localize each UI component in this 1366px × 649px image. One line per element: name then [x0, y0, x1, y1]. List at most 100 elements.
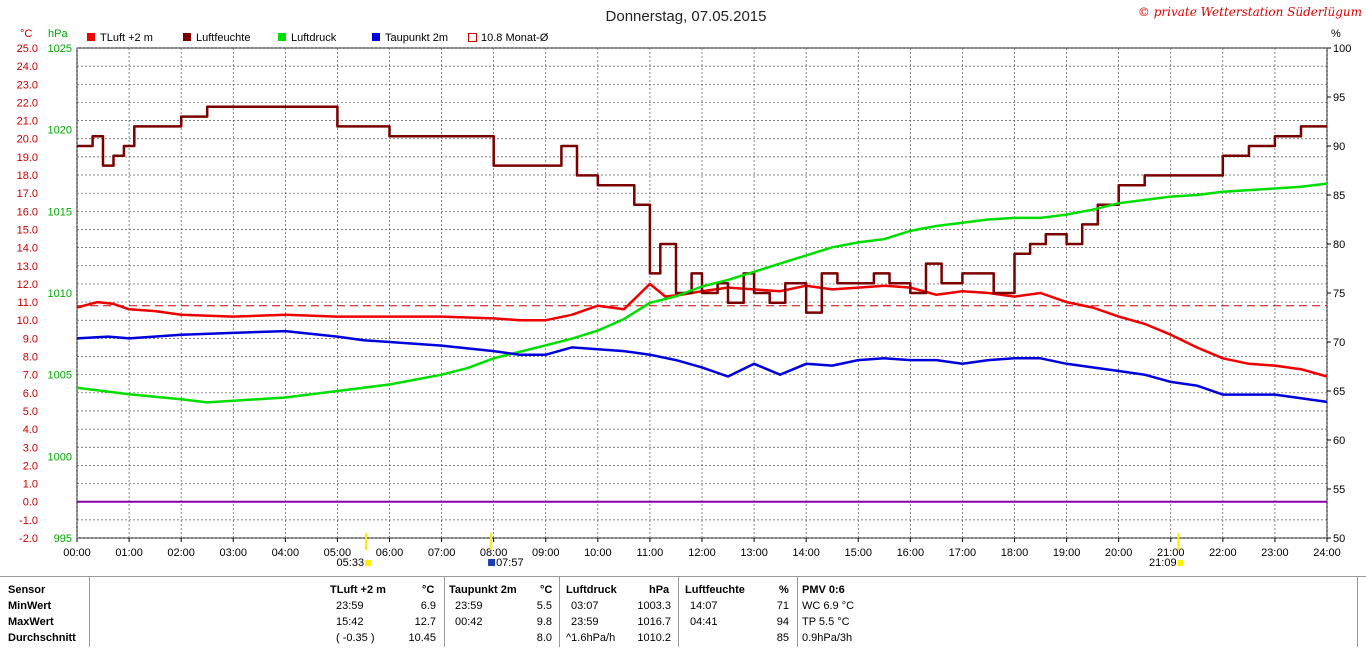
- x-tick-label: 05:00: [324, 547, 352, 559]
- sunrise-sun-icon: [365, 560, 372, 566]
- temp-tick-label: 17.0: [17, 188, 38, 200]
- temp-tick-label: 1.0: [23, 479, 38, 491]
- table-header-press: Luftdruck: [566, 584, 617, 596]
- table-cell: 1010.2: [637, 632, 671, 644]
- temp-tick-label: 25.0: [17, 43, 38, 55]
- table-cell: 14:07: [690, 600, 718, 612]
- x-tick-label: 16:00: [897, 547, 925, 559]
- legend-label-monthly: 10.8 Monat-Ø: [481, 32, 549, 44]
- temp-tick-label: 13.0: [17, 261, 38, 273]
- humidity-tick-label: 90: [1333, 141, 1345, 153]
- table-cell: ^1.6hPa/h: [566, 632, 616, 644]
- marker-label: 07:57: [496, 557, 524, 569]
- temp-tick-label: 21.0: [17, 116, 38, 128]
- table-divider: [559, 577, 560, 647]
- table-row-label: Durchschnitt: [8, 632, 76, 644]
- series-lines: [76, 105, 1328, 503]
- table-cell: 71: [776, 600, 789, 612]
- humidity-tick-label: 50: [1333, 533, 1345, 545]
- legend-swatch-humidity: [183, 33, 191, 41]
- table-header-sensor: Sensor: [8, 584, 46, 596]
- table-divider: [444, 577, 445, 647]
- legend-label-temp: TLuft +2 m: [100, 32, 153, 44]
- temp-tick-label: 14.0: [17, 243, 38, 255]
- humidity-unit-label: %: [1331, 28, 1341, 40]
- table-divider: [797, 577, 798, 647]
- table-top-border: [0, 576, 1366, 577]
- temp-tick-label: 11.0: [17, 297, 38, 309]
- sunrise-label: 05:33: [337, 557, 365, 569]
- pressure-tick-label: 995: [54, 533, 72, 545]
- legend-swatch-dewpoint: [372, 33, 380, 41]
- pressure-tick-label: 1015: [48, 206, 72, 218]
- temp-tick-label: 4.0: [23, 424, 38, 436]
- legend-swatch-pressure: [278, 33, 286, 41]
- legend-swatch-temp: [87, 33, 95, 41]
- pressure-tick-label: 1005: [48, 370, 72, 382]
- temp-tick-label: 8.0: [23, 352, 38, 364]
- temp-tick-label: 20.0: [17, 134, 38, 146]
- table-cell: 10.45: [408, 632, 436, 644]
- table-cell: 1003.3: [637, 600, 671, 612]
- table-cell: 15:42: [336, 616, 364, 628]
- table-cell: 12.7: [414, 616, 436, 628]
- weather-chart: 00:00 01:00 02:00 03:00 04:00 05:00 06:00 07:00…: [17, 5, 1362, 569]
- x-tick-label: 04:00: [272, 547, 300, 559]
- x-tick-label: 24:00: [1313, 547, 1341, 559]
- legend-label-humidity: Luftfeuchte: [196, 32, 250, 44]
- table-cell: 0.9hPa/3h: [802, 632, 853, 644]
- x-tick-label: 17:00: [949, 547, 977, 559]
- table-header-hum-unit: %: [779, 584, 789, 596]
- table-cell: 94: [776, 616, 789, 628]
- pressure-tick-label: 1025: [48, 43, 72, 55]
- table-header-press-unit: hPa: [649, 584, 670, 596]
- table-divider: [89, 577, 90, 647]
- table-cell: 5.5: [536, 600, 552, 612]
- temp-unit-label: °C: [20, 28, 32, 40]
- temp-tick-label: 16.0: [17, 206, 38, 218]
- temp-tick-label: 7.0: [23, 370, 38, 382]
- humidity-tick-label: 80: [1333, 239, 1345, 251]
- sunset-label: 21:09: [1149, 557, 1177, 569]
- table-row-label: MaxWert: [8, 616, 54, 628]
- x-tick-label: 10:00: [584, 547, 612, 559]
- temp-tick-label: 5.0: [23, 406, 38, 418]
- x-tick-label: 19:00: [1053, 547, 1081, 559]
- temp-tick-label: 10.0: [17, 315, 38, 327]
- humidity-tick-label: 100: [1333, 43, 1351, 55]
- x-tick-label: 09:00: [532, 547, 560, 559]
- x-tick-label: 00:00: [63, 547, 91, 559]
- table-header-dew: Taupunkt 2m: [449, 584, 517, 596]
- temp-tick-label: 24.0: [17, 61, 38, 73]
- table-cell: 1016.7: [637, 616, 671, 628]
- pressure-unit-label: hPa: [48, 28, 68, 40]
- humidity-tick-label: 85: [1333, 190, 1345, 202]
- temp-tick-label: 0.0: [23, 497, 38, 509]
- table-header-temp-unit: °C: [422, 584, 435, 596]
- temp-tick-label: 19.0: [17, 152, 38, 164]
- x-tick-label: 23:00: [1261, 547, 1289, 559]
- sunset-sun-icon: [1177, 560, 1184, 566]
- temp-tick-label: 9.0: [23, 333, 38, 345]
- legend-swatch-monthly: [468, 33, 477, 42]
- credit-label: © private Wetterstation Süderlügum: [1138, 5, 1362, 19]
- table-cell: TP 5.5 °C: [802, 616, 850, 628]
- x-tick-label: 14:00: [792, 547, 820, 559]
- table-cell: 23:59: [336, 600, 364, 612]
- table-header-dew-unit: °C: [540, 584, 553, 596]
- temp-tick-label: -2.0: [19, 533, 38, 545]
- temp-tick-label: 18.0: [17, 170, 38, 182]
- marker-icon: [488, 559, 496, 566]
- pressure-tick-label: 1000: [48, 451, 72, 463]
- sun-markers: 05:33 21:09 07:57: [337, 533, 1184, 569]
- humidity-tick-label: 55: [1333, 484, 1345, 496]
- x-tick-label: 18:00: [1001, 547, 1029, 559]
- pressure-tick-label: 1020: [48, 125, 72, 137]
- x-tick-label: 07:00: [428, 547, 456, 559]
- table-cell: 9.8: [536, 616, 552, 628]
- dewpoint-line: [76, 329, 1328, 404]
- temp-tick-label: 15.0: [17, 224, 38, 236]
- x-tick-label: 06:00: [376, 547, 404, 559]
- table-cell: 00:42: [455, 616, 483, 628]
- table-cell: 23:59: [571, 616, 599, 628]
